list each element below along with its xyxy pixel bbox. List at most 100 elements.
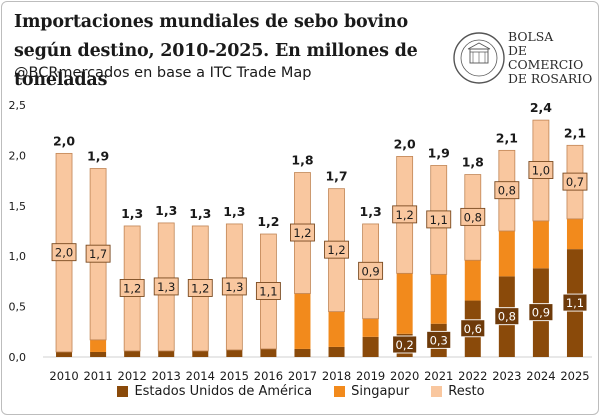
resto-label-box: [392, 205, 418, 224]
bar-segment: [532, 220, 549, 269]
legend-label: Resto: [448, 384, 485, 399]
total-label: 2,0: [53, 133, 75, 148]
resto-value-label: 1,3: [157, 280, 175, 294]
usa-label-box: [460, 319, 486, 338]
resto-label-box: [460, 207, 486, 226]
bar-segment: [328, 311, 345, 347]
total-label: 1,8: [291, 153, 313, 168]
resto-label-box: [255, 282, 281, 300]
x-tick-label: 2020: [390, 369, 419, 383]
bcr-logo-text: BOLSA DE COMERCIO DE ROSARIO: [508, 30, 598, 86]
usa-value-label: 1,1: [566, 296, 584, 310]
total-label: 1,7: [325, 169, 347, 184]
bar-segment: [430, 274, 447, 324]
bar-segment: [464, 260, 481, 301]
bar-segment: [90, 339, 107, 352]
bar-segment: [260, 348, 277, 357]
bar-segment: [294, 348, 311, 357]
chart-subtitle: @BCRmercados en base a ITC Trade Map: [14, 65, 312, 81]
total-label: 1,8: [462, 155, 484, 170]
resto-value-label: 1,0: [532, 164, 550, 178]
resto-value-label: 1,2: [327, 243, 345, 257]
usa-label-box: [528, 303, 554, 322]
resto-label-box: [153, 277, 179, 296]
resto-value-label: 1,3: [225, 280, 243, 294]
logo-line: BOLSA: [508, 29, 554, 44]
x-tick-label: 2018: [322, 369, 351, 383]
bar-segment: [294, 293, 311, 349]
legend-item-singapur: Singapur: [334, 384, 409, 399]
y-tick-label: 1,0: [9, 250, 27, 263]
resto-value-label: 0,7: [566, 175, 584, 189]
bar-segment: [158, 350, 175, 357]
bar-segment: [396, 273, 413, 334]
y-tick-label: 1,5: [9, 200, 27, 213]
legend-swatch-singapur: [334, 386, 346, 397]
resto-label-box: [187, 279, 213, 297]
resto-value-label: 1,1: [259, 284, 277, 298]
total-label: 2,1: [564, 125, 586, 140]
resto-label-box: [51, 243, 77, 262]
x-tick-label: 2021: [424, 369, 453, 383]
bar-segment: [192, 350, 209, 357]
legend-item-usa: Estados Unidos de América: [117, 384, 312, 399]
y-tick-label: 0,0: [9, 351, 27, 364]
resto-label-box: [562, 172, 588, 191]
bar-segment: [362, 318, 379, 337]
total-label: 1,3: [189, 206, 211, 221]
bar-segment: [56, 351, 73, 357]
legend: Estados Unidos de América Singapur Resto: [2, 384, 598, 399]
bar-segment: [328, 346, 345, 357]
bcr-seal-logo: [453, 32, 505, 84]
bar-segment: [226, 349, 243, 357]
x-tick-label: 2023: [492, 369, 521, 383]
resto-value-label: 0,9: [361, 264, 379, 278]
bar-segment: [90, 351, 107, 357]
x-tick-label: 2022: [458, 369, 487, 383]
resto-value-label: 0,8: [498, 184, 516, 198]
resto-label-box: [85, 244, 111, 263]
legend-label: Estados Unidos de América: [134, 384, 313, 399]
total-label: 1,9: [87, 149, 109, 164]
usa-value-label: 0,8: [498, 310, 516, 324]
bar-segment: [498, 231, 515, 277]
resto-value-label: 1,7: [89, 247, 107, 261]
x-tick-label: 2017: [288, 369, 317, 383]
resto-value-label: 1,2: [293, 226, 311, 240]
bar-segment: [362, 336, 379, 357]
resto-value-label: 1,2: [123, 281, 141, 295]
total-label: 1,3: [360, 204, 382, 219]
total-label: 2,1: [496, 130, 518, 145]
resto-value-label: 2,0: [55, 246, 73, 260]
usa-value-label: 0,3: [430, 333, 448, 347]
usa-label-box: [494, 307, 520, 326]
y-tick-label: 0,5: [9, 301, 27, 314]
total-label: 1,9: [428, 145, 450, 160]
total-label: 1,3: [155, 203, 177, 218]
logo-line: DE ROSARIO: [508, 71, 593, 86]
resto-value-label: 1,1: [430, 213, 448, 227]
x-tick-label: 2013: [152, 369, 181, 383]
resto-label-box: [494, 181, 520, 200]
x-tick-label: 2016: [254, 369, 283, 383]
resto-label-box: [358, 261, 384, 280]
total-label: 1,3: [121, 206, 143, 221]
x-tick-label: 2015: [220, 369, 249, 383]
bar-segment: [566, 218, 583, 250]
x-tick-label: 2025: [560, 369, 589, 383]
y-tick-label: 2,0: [9, 149, 27, 162]
total-label: 1,3: [223, 204, 245, 219]
resto-value-label: 1,2: [191, 281, 209, 295]
resto-value-label: 0,8: [464, 210, 482, 224]
bar-segment: [124, 350, 141, 357]
resto-label-box: [324, 240, 349, 259]
x-tick-label: 2010: [49, 369, 78, 383]
legend-item-resto: Resto: [431, 384, 485, 399]
chart-title: Importaciones mundiales de sebo bovino s…: [14, 12, 418, 90]
usa-value-label: 0,2: [396, 338, 414, 352]
resto-value-label: 1,2: [396, 208, 414, 222]
usa-label-box: [562, 293, 588, 312]
resto-label-box: [528, 161, 554, 179]
